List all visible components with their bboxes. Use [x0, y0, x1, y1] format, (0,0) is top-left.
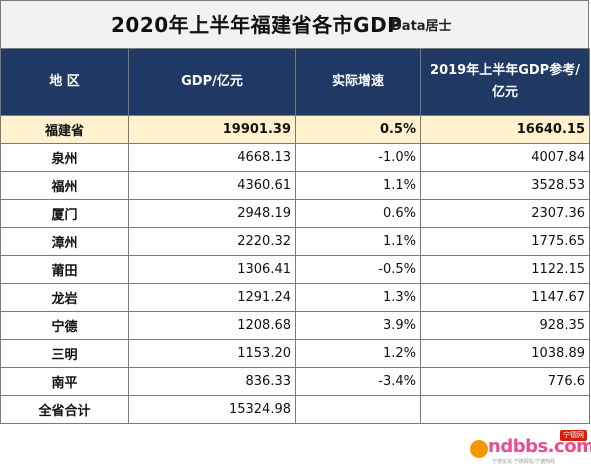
growth-cell: -0.5% — [295, 255, 421, 284]
gdp-2019-cell: 3528.53 — [420, 171, 590, 200]
header-gdp: GDP/亿元 — [128, 48, 296, 116]
region-cell: 全省合计 — [0, 395, 129, 424]
table-row: 龙岩 1291.24 1.3% 1147.67 — [0, 283, 590, 312]
table-row: 莆田 1306.41 -0.5% 1122.15 — [0, 255, 590, 284]
growth-cell: 1.1% — [295, 171, 421, 200]
gdp-cell: 1208.68 — [128, 311, 296, 340]
gdp-cell: 2220.32 — [128, 227, 296, 256]
gdp-2019-cell: 1147.67 — [420, 283, 590, 312]
gdp-2019-cell: 1122.15 — [420, 255, 590, 284]
table-row: 漳州 2220.32 1.1% 1775.65 — [0, 227, 590, 256]
gdp-2019-cell — [420, 395, 590, 424]
gdp-2019-cell: 928.35 — [420, 311, 590, 340]
header-gdp-2019: 2019年上半年GDP参考/亿元 — [420, 48, 590, 116]
gdp-cell: 4668.13 — [128, 143, 296, 172]
gdp-cell: 1291.24 — [128, 283, 296, 312]
region-cell: 宁德 — [0, 311, 129, 340]
growth-cell: 0.6% — [295, 199, 421, 228]
gdp-table: 地 区 GDP/亿元 实际增速 2019年上半年GDP参考/亿元 福建省 199… — [0, 48, 590, 424]
table-row-province: 福建省 19901.39 0.5% 16640.15 — [0, 115, 590, 144]
region-cell: 莆田 — [0, 255, 129, 284]
gdp-2019-cell: 2307.36 — [420, 199, 590, 228]
title-bar: 2020年上半年福建省各市GDP Data居士 — [0, 0, 589, 48]
gdp-2019-cell: 1038.89 — [420, 339, 590, 368]
gdp-cell: 15324.98 — [128, 395, 296, 424]
region-cell: 龙岩 — [0, 283, 129, 312]
gdp-2019-cell: 1775.65 — [420, 227, 590, 256]
region-cell: 南平 — [0, 367, 129, 396]
region-cell: 泉州 — [0, 143, 129, 172]
growth-cell: -3.4% — [295, 367, 421, 396]
gdp-cell: 19901.39 — [128, 115, 296, 144]
table-row: 宁德 1208.68 3.9% 928.35 — [0, 311, 590, 340]
gdp-2019-cell: 16640.15 — [420, 115, 590, 144]
watermark-logo-icon — [470, 440, 488, 458]
gdp-cell: 4360.61 — [128, 171, 296, 200]
region-cell: 福建省 — [0, 115, 129, 144]
gdp-2019-cell: 4007.84 — [420, 143, 590, 172]
table-row: 厦门 2948.19 0.6% 2307.36 — [0, 199, 590, 228]
watermark-badge: 宁德网 — [560, 430, 587, 441]
table-row: 南平 836.33 -3.4% 776.6 — [0, 367, 590, 396]
growth-cell — [295, 395, 421, 424]
growth-cell: 0.5% — [295, 115, 421, 144]
header-growth: 实际增速 — [295, 48, 421, 116]
table-row: 三明 1153.20 1.2% 1038.89 — [0, 339, 590, 368]
region-cell: 漳州 — [0, 227, 129, 256]
watermark-small-text: 宁德论坛·宁德网站·宁德热线 — [492, 459, 556, 465]
gdp-cell: 2948.19 — [128, 199, 296, 228]
gdp-2019-cell: 776.6 — [420, 367, 590, 396]
table-row-total: 全省合计 15324.98 — [0, 395, 590, 424]
growth-cell: 1.2% — [295, 339, 421, 368]
gdp-cell: 1306.41 — [128, 255, 296, 284]
region-cell: 厦门 — [0, 199, 129, 228]
header-region: 地 区 — [0, 48, 129, 116]
growth-cell: -1.0% — [295, 143, 421, 172]
table-title: 2020年上半年福建省各市GDP — [111, 13, 403, 37]
source-label: Data居士 — [391, 19, 452, 34]
growth-cell: 3.9% — [295, 311, 421, 340]
growth-cell: 1.1% — [295, 227, 421, 256]
gdp-cell: 836.33 — [128, 367, 296, 396]
table-row: 福州 4360.61 1.1% 3528.53 — [0, 171, 590, 200]
table-row: 泉州 4668.13 -1.0% 4007.84 — [0, 143, 590, 172]
growth-cell: 1.3% — [295, 283, 421, 312]
region-cell: 三明 — [0, 339, 129, 368]
region-cell: 福州 — [0, 171, 129, 200]
header-row: 地 区 GDP/亿元 实际增速 2019年上半年GDP参考/亿元 — [0, 48, 590, 116]
watermark: ndbbs.com 宁德网 宁德论坛·宁德网站·宁德热线 — [470, 430, 591, 468]
gdp-cell: 1153.20 — [128, 339, 296, 368]
watermark-text: ndbbs.com — [488, 436, 591, 457]
